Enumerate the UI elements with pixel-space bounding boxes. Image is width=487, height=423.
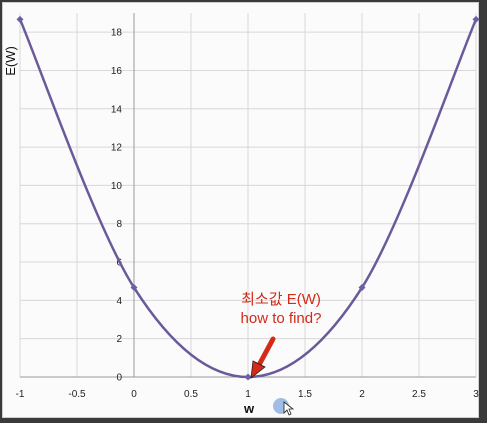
y-tick-label: 8 [116,219,122,230]
y-tick-label: 12 [111,143,123,154]
x-tick-label: -1 [16,389,25,400]
y-tick-label: 16 [111,66,123,77]
annotation: 최소값 E(W) how to find? [241,291,322,378]
x-tick-label: 0.5 [184,389,198,400]
y-tick-label: 18 [111,28,123,39]
x-tick-label: 0 [131,389,137,400]
annotation-line-1: 최소값 E(W) [241,291,321,308]
y-tick-label: 4 [116,296,122,307]
x-tick-label: 2.5 [412,389,426,400]
x-tick-label: -0.5 [68,389,86,400]
x-tick-label: 2 [359,389,365,400]
x-axis-label: w [243,401,255,416]
data-point [17,16,24,23]
x-tick-label: 3 [473,389,479,400]
y-axis-label: E(W) [3,46,18,76]
y-tick-label: 2 [116,334,122,345]
chart-frame: 0 2 4 6 8 10 12 14 16 18 -1 -0.5 0 0.5 1 1.5 2 2.5 3 E(W)… [2,2,479,418]
y-tick-label: 14 [111,104,123,115]
x-tick-labels: -1 -0.5 0 0.5 1 1.5 2 2.5 3 [16,389,480,400]
data-point [245,374,252,381]
data-point [473,16,480,23]
y-tick-label: 10 [111,181,123,192]
annotation-arrow-shaft [259,339,273,365]
x-tick-label: 1 [245,389,251,400]
x-tick-label: 1.5 [298,389,312,400]
annotation-line-2: how to find? [241,310,322,327]
y-tick-label: 0 [116,373,122,384]
